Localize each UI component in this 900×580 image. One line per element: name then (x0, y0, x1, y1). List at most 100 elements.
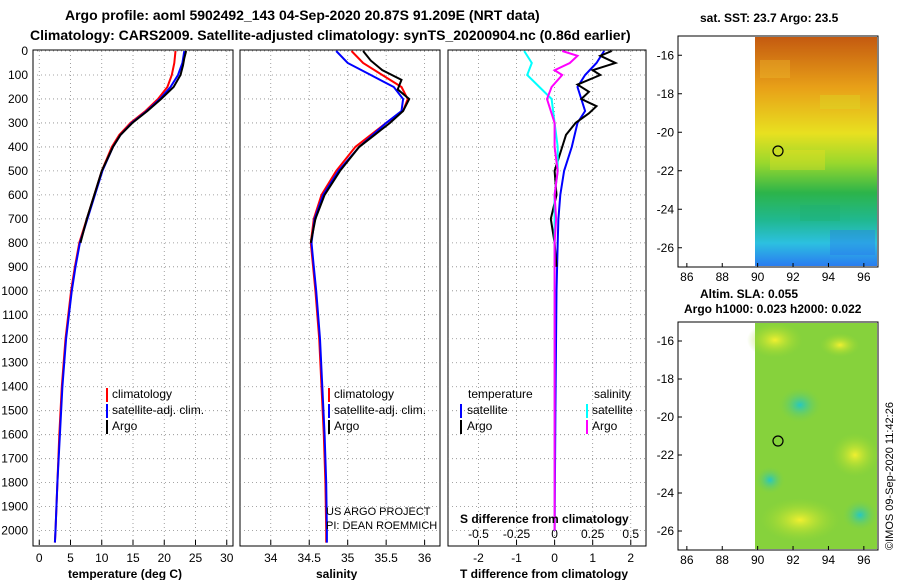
depth-tick-label: 200 (8, 92, 28, 106)
sla-map-texture (747, 322, 879, 542)
difference-series-temperature-satellite (553, 50, 605, 531)
x-axes: 0 5 10 15 20 25 30 34 34.5 35 35.5 36 -2 -1 0 1 2 -0.5 -0.… (36, 527, 640, 565)
temperature-xtick-label: 10 (95, 551, 109, 565)
map-xtick-label: 94 (822, 553, 836, 567)
map-ytick-label: -26 (657, 524, 675, 538)
sst-patch (760, 60, 790, 78)
sdiff-xtick-label: -0.5 (468, 527, 489, 541)
sla-map-axes: 86 88 90 92 94 96 -16 -18 -20 -22 -24 -26 (657, 334, 871, 567)
map-ytick-label: -16 (657, 48, 675, 62)
map-xtick-label: 90 (751, 553, 765, 567)
salinity-panel-frame (239, 49, 441, 547)
salinity-xtick-label: 36 (418, 551, 432, 565)
annotation-pi: PI: DEAN ROEMMICH (326, 520, 437, 532)
difference-xtick-label: -1 (511, 551, 522, 565)
depth-tick-label: 600 (8, 188, 28, 202)
depth-tick-label: 2000 (1, 524, 28, 538)
map-xtick-label: 86 (680, 553, 694, 567)
salinity-xtick-label: 34 (264, 551, 278, 565)
temperature-series-satellite-adj-clim- (53, 50, 186, 543)
map-xtick-label: 96 (857, 270, 871, 284)
map-ytick-label: -18 (657, 372, 675, 386)
sdiff-xtick-label: 0 (551, 527, 558, 541)
map-ytick-label: -24 (657, 202, 675, 216)
map-xtick-label: 96 (857, 553, 871, 567)
legend-salinity: climatology satellite-adj. clim. Argo US… (326, 387, 437, 532)
depth-tick-label: 100 (8, 68, 28, 82)
map-xtick-label: 88 (716, 270, 730, 284)
temperature-xtick-label: 25 (189, 551, 203, 565)
difference-xtick-label: 0 (551, 551, 558, 565)
sdiff-xlabel: S difference from climatology (460, 512, 629, 526)
legend-header-temperature: temperature (468, 387, 533, 401)
legend-label-climatology: climatology (334, 387, 394, 401)
sla-argo-position-marker (772, 435, 784, 447)
difference-xtick-label: -2 (473, 551, 484, 565)
depth-tick-label: 400 (8, 140, 28, 154)
sla-anomaly-low (755, 466, 785, 494)
depth-tick-label: 500 (8, 164, 28, 178)
depth-tick-label: 1400 (1, 380, 28, 394)
sla-anomaly-low (778, 387, 822, 423)
legend-difference: temperature salinity satellite Argo sate… (460, 387, 633, 434)
salinity-series-satellite-adj-clim- (310, 50, 405, 543)
depth-tick-label: 900 (8, 260, 28, 274)
depth-tick-label: 1800 (1, 476, 28, 490)
sst-map-field (755, 37, 877, 266)
depth-tick-label: 1300 (1, 356, 28, 370)
temperature-series-climatology (53, 50, 177, 543)
salinity-xtick-label: 35 (341, 551, 355, 565)
temperature-series-argo (79, 50, 188, 244)
map-xtick-label: 92 (786, 270, 800, 284)
temperature-xtick-label: 20 (158, 551, 172, 565)
sla-anomaly-high (747, 322, 803, 358)
map-xtick-label: 90 (751, 270, 765, 284)
legend-label-t-satellite: satellite (467, 403, 508, 417)
temperature-xtick-label: 0 (36, 551, 43, 565)
difference-series-temperature-argo (549, 50, 619, 267)
sdiff-xtick-label: 0.25 (581, 527, 605, 541)
map-xtick-label: 86 (680, 270, 694, 284)
annotation-project: US ARGO PROJECT (326, 506, 431, 518)
temperature-xtick-label: 5 (67, 551, 74, 565)
temperature-xtick-label: 15 (126, 551, 140, 565)
depth-tick-label: 1900 (1, 500, 28, 514)
sdiff-xtick-label: 0.5 (622, 527, 639, 541)
map-ytick-label: -22 (657, 448, 675, 462)
sst-argo-position-marker (772, 145, 784, 157)
map-xtick-label: 92 (786, 553, 800, 567)
title-line-1: Argo profile: aoml 5902492_143 04-Sep-20… (65, 7, 540, 23)
map-ytick-label: -16 (657, 334, 675, 348)
sst-map-texture (760, 60, 875, 255)
depth-tick-label: 700 (8, 212, 28, 226)
sla-map-subtitle: Argo h1000: 0.023 h2000: 0.022 (684, 302, 862, 316)
sla-anomaly-high (820, 333, 860, 357)
salinity-xlabel: salinity (316, 567, 358, 580)
sst-patch (830, 230, 875, 255)
temperature-xtick-label: 30 (220, 551, 234, 565)
legend-label-s-argo: Argo (592, 419, 618, 433)
sla-anomaly-low (842, 499, 878, 531)
map-ytick-label: -26 (657, 241, 675, 255)
depth-tick-label: 1000 (1, 284, 28, 298)
legend-label-climatology: climatology (112, 387, 172, 401)
depth-tick-label: 1700 (1, 452, 28, 466)
depth-tick-label: 800 (8, 236, 28, 250)
depth-tick-label: 1200 (1, 332, 28, 346)
temperature-panel-frame (32, 49, 234, 547)
difference-xtick-label: 2 (627, 551, 634, 565)
legend-label-satellite: satellite-adj. clim. (112, 403, 204, 417)
difference-panel-frame (447, 49, 647, 547)
salinity-series-argo (309, 50, 411, 243)
legend-label-t-argo: Argo (467, 419, 493, 433)
profile-lines (53, 50, 619, 543)
sst-patch (800, 205, 840, 221)
sst-map-title: sat. SST: 23.7 Argo: 23.5 (700, 11, 839, 25)
map-xtick-label: 94 (822, 270, 836, 284)
map-ytick-label: -20 (657, 125, 675, 139)
sst-patch (770, 150, 825, 170)
map-ytick-label: -24 (657, 486, 675, 500)
sla-map-title: Altim. SLA: 0.055 (700, 287, 798, 301)
sla-anomaly-high (831, 433, 879, 477)
